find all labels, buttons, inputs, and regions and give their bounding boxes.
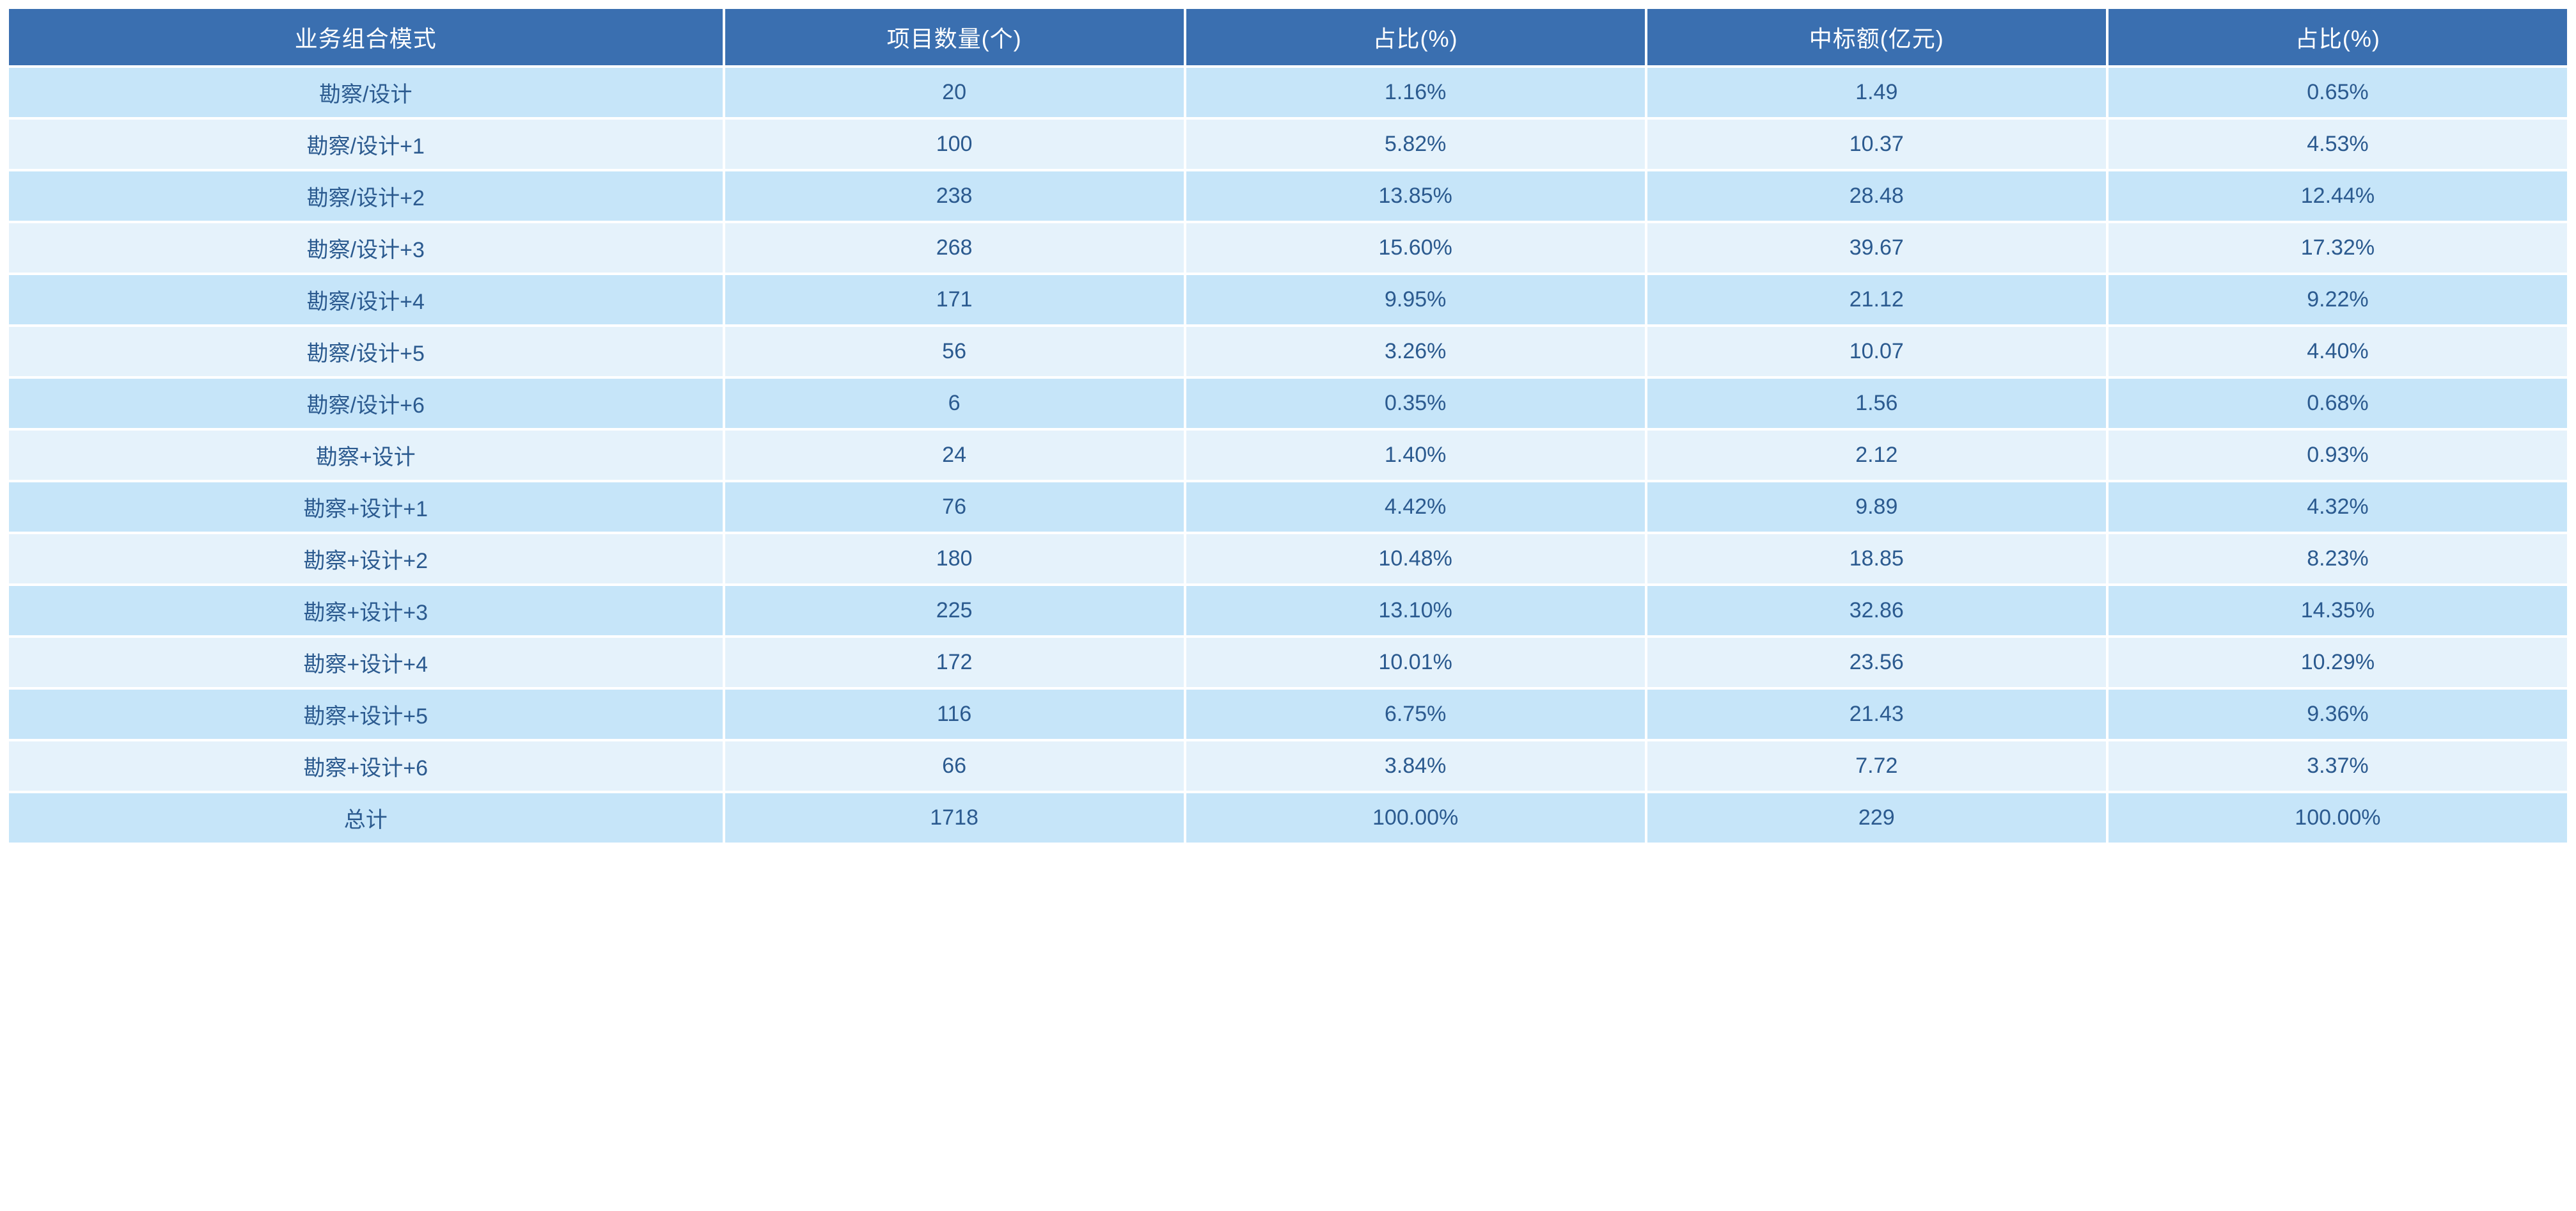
cell-count-pct: 4.42%: [1186, 482, 1645, 532]
cell-count-pct: 9.95%: [1186, 275, 1645, 324]
cell-count-pct: 15.60%: [1186, 223, 1645, 273]
cell-amount-pct: 4.32%: [2109, 482, 2567, 532]
cell-mode: 勘察+设计+4: [9, 638, 723, 687]
cell-count: 20: [725, 68, 1184, 117]
cell-amount-pct: 12.44%: [2109, 171, 2567, 221]
cell-amount-pct: 0.65%: [2109, 68, 2567, 117]
table-row: 勘察/设计 20 1.16% 1.49 0.65%: [9, 68, 2567, 117]
cell-mode: 勘察/设计+5: [9, 327, 723, 376]
cell-mode: 勘察/设计: [9, 68, 723, 117]
cell-mode: 总计: [9, 793, 723, 843]
table-row: 勘察+设计 24 1.40% 2.12 0.93%: [9, 431, 2567, 480]
col-header-mode: 业务组合模式: [9, 9, 723, 65]
cell-count: 76: [725, 482, 1184, 532]
cell-count: 172: [725, 638, 1184, 687]
cell-count-pct: 1.40%: [1186, 431, 1645, 480]
cell-mode: 勘察/设计+6: [9, 379, 723, 428]
cell-count: 225: [725, 586, 1184, 635]
cell-count-pct: 10.01%: [1186, 638, 1645, 687]
table-row: 勘察+设计+3 225 13.10% 32.86 14.35%: [9, 586, 2567, 635]
table-row: 勘察/设计+2 238 13.85% 28.48 12.44%: [9, 171, 2567, 221]
cell-count-pct: 3.26%: [1186, 327, 1645, 376]
cell-amount-pct: 4.53%: [2109, 120, 2567, 169]
cell-count: 1718: [725, 793, 1184, 843]
cell-count: 180: [725, 534, 1184, 583]
cell-count: 66: [725, 741, 1184, 791]
cell-count: 6: [725, 379, 1184, 428]
cell-amount: 23.56: [1647, 638, 2106, 687]
cell-mode: 勘察+设计+1: [9, 482, 723, 532]
table-row: 勘察/设计+3 268 15.60% 39.67 17.32%: [9, 223, 2567, 273]
cell-amount-pct: 14.35%: [2109, 586, 2567, 635]
cell-count-pct: 1.16%: [1186, 68, 1645, 117]
cell-amount-pct: 9.22%: [2109, 275, 2567, 324]
cell-mode: 勘察/设计+4: [9, 275, 723, 324]
cell-count-pct: 100.00%: [1186, 793, 1645, 843]
cell-amount-pct: 17.32%: [2109, 223, 2567, 273]
cell-count: 238: [725, 171, 1184, 221]
table-body: 勘察/设计 20 1.16% 1.49 0.65% 勘察/设计+1 100 5.…: [9, 68, 2567, 843]
cell-mode: 勘察+设计+2: [9, 534, 723, 583]
cell-mode: 勘察/设计+3: [9, 223, 723, 273]
cell-amount: 7.72: [1647, 741, 2106, 791]
cell-mode: 勘察/设计+1: [9, 120, 723, 169]
cell-mode: 勘察/设计+2: [9, 171, 723, 221]
cell-amount: 9.89: [1647, 482, 2106, 532]
table-row: 勘察+设计+5 116 6.75% 21.43 9.36%: [9, 690, 2567, 739]
table-row: 勘察+设计+2 180 10.48% 18.85 8.23%: [9, 534, 2567, 583]
cell-amount: 229: [1647, 793, 2106, 843]
table-row: 勘察+设计+1 76 4.42% 9.89 4.32%: [9, 482, 2567, 532]
cell-amount: 28.48: [1647, 171, 2106, 221]
table-row: 勘察+设计+6 66 3.84% 7.72 3.37%: [9, 741, 2567, 791]
table-row: 勘察+设计+4 172 10.01% 23.56 10.29%: [9, 638, 2567, 687]
cell-mode: 勘察+设计: [9, 431, 723, 480]
cell-count: 56: [725, 327, 1184, 376]
cell-amount: 21.12: [1647, 275, 2106, 324]
table-row-total: 总计 1718 100.00% 229 100.00%: [9, 793, 2567, 843]
table-row: 勘察/设计+5 56 3.26% 10.07 4.40%: [9, 327, 2567, 376]
cell-mode: 勘察+设计+5: [9, 690, 723, 739]
cell-amount: 10.37: [1647, 120, 2106, 169]
cell-amount-pct: 100.00%: [2109, 793, 2567, 843]
cell-amount: 21.43: [1647, 690, 2106, 739]
cell-amount: 1.49: [1647, 68, 2106, 117]
table-header-row: 业务组合模式 项目数量(个) 占比(%) 中标额(亿元) 占比(%): [9, 9, 2567, 65]
col-header-count-pct: 占比(%): [1186, 9, 1645, 65]
col-header-amount: 中标额(亿元): [1647, 9, 2106, 65]
table-row: 勘察/设计+4 171 9.95% 21.12 9.22%: [9, 275, 2567, 324]
cell-amount-pct: 9.36%: [2109, 690, 2567, 739]
cell-count: 24: [725, 431, 1184, 480]
cell-count: 171: [725, 275, 1184, 324]
cell-mode: 勘察+设计+6: [9, 741, 723, 791]
cell-count-pct: 5.82%: [1186, 120, 1645, 169]
cell-mode: 勘察+设计+3: [9, 586, 723, 635]
cell-amount-pct: 3.37%: [2109, 741, 2567, 791]
cell-amount: 2.12: [1647, 431, 2106, 480]
cell-count-pct: 10.48%: [1186, 534, 1645, 583]
business-mode-table: 业务组合模式 项目数量(个) 占比(%) 中标额(亿元) 占比(%) 勘察/设计…: [6, 6, 2570, 845]
cell-count: 116: [725, 690, 1184, 739]
cell-count: 268: [725, 223, 1184, 273]
cell-amount-pct: 10.29%: [2109, 638, 2567, 687]
cell-amount-pct: 8.23%: [2109, 534, 2567, 583]
cell-amount-pct: 4.40%: [2109, 327, 2567, 376]
cell-amount-pct: 0.68%: [2109, 379, 2567, 428]
cell-count-pct: 13.85%: [1186, 171, 1645, 221]
cell-count-pct: 3.84%: [1186, 741, 1645, 791]
cell-count-pct: 13.10%: [1186, 586, 1645, 635]
table-row: 勘察/设计+6 6 0.35% 1.56 0.68%: [9, 379, 2567, 428]
col-header-count: 项目数量(个): [725, 9, 1184, 65]
cell-amount: 32.86: [1647, 586, 2106, 635]
cell-amount: 10.07: [1647, 327, 2106, 376]
col-header-amount-pct: 占比(%): [2109, 9, 2567, 65]
cell-amount: 1.56: [1647, 379, 2106, 428]
cell-count: 100: [725, 120, 1184, 169]
cell-amount: 39.67: [1647, 223, 2106, 273]
table-row: 勘察/设计+1 100 5.82% 10.37 4.53%: [9, 120, 2567, 169]
cell-amount-pct: 0.93%: [2109, 431, 2567, 480]
cell-amount: 18.85: [1647, 534, 2106, 583]
cell-count-pct: 6.75%: [1186, 690, 1645, 739]
cell-count-pct: 0.35%: [1186, 379, 1645, 428]
